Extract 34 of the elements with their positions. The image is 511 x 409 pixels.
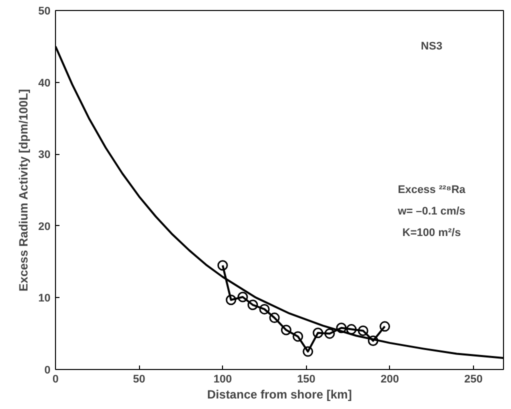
x-tick-label: 250 [464, 374, 483, 386]
point [292, 331, 304, 342]
y-axis-title: Excess Radium Activity [dpm/100L] [16, 89, 30, 292]
x-axis-title: Distance from shore [km] [207, 388, 352, 402]
y-tick-label: 40 [38, 77, 51, 90]
annotation: NS3 [420, 40, 442, 52]
point [269, 312, 280, 324]
annotation: Excess ²²⁸Ra [398, 184, 466, 196]
point [358, 325, 368, 336]
y-tick-label: 30 [38, 149, 51, 162]
x-tick-label: 100 [213, 374, 232, 386]
annotation: w= –0.1 cm/s [396, 206, 466, 218]
x-tick-label: 0 [52, 374, 59, 386]
y-tick-label: 10 [38, 292, 51, 305]
annotation: K=100 m²/s [402, 227, 461, 240]
y-tick-label: 20 [38, 220, 51, 233]
point [368, 336, 378, 346]
point [346, 324, 357, 335]
point [380, 321, 390, 332]
x-tick-label: 200 [380, 374, 400, 386]
x-tick-label: 50 [132, 374, 146, 386]
point [217, 260, 228, 271]
point [259, 304, 270, 314]
point [280, 324, 292, 336]
point [302, 346, 314, 357]
point [336, 322, 347, 334]
point [248, 300, 258, 310]
point [324, 328, 335, 339]
y-tick-label: 50 [38, 6, 51, 18]
point [312, 328, 324, 338]
point [237, 292, 248, 302]
point [226, 294, 236, 306]
x-tick-label: 150 [297, 374, 316, 386]
y-tick-label: 0 [44, 364, 51, 376]
